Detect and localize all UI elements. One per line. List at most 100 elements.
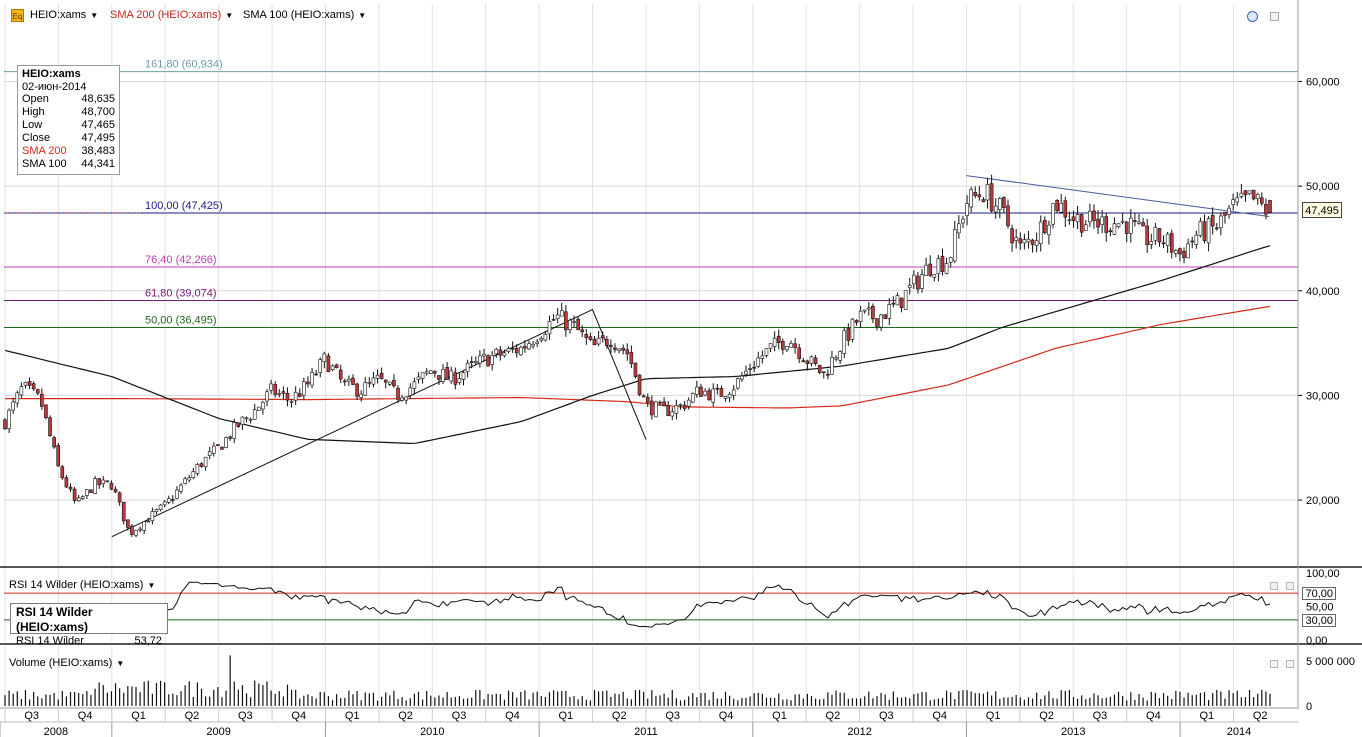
- candle-body: [551, 318, 556, 321]
- candle-body: [781, 340, 785, 350]
- candle-body: [375, 374, 380, 379]
- volume-bars: [4, 655, 1271, 706]
- quarter-label: Q4: [505, 710, 520, 722]
- candle-body: [1075, 214, 1080, 223]
- candle-body: [1112, 223, 1117, 235]
- sma100-label: SMA 100 (HEIO:xams): [243, 9, 355, 21]
- candle-body: [506, 348, 511, 352]
- year-label: 2011: [634, 726, 658, 737]
- rsi-restore-icon[interactable]: [1270, 582, 1278, 590]
- candle-body: [961, 218, 965, 224]
- candle-body: [744, 370, 748, 375]
- candle-body: [351, 377, 355, 385]
- candle-body: [883, 314, 887, 319]
- volume-panel-selector[interactable]: Volume (HEIO:xams) ▼: [9, 657, 124, 669]
- candle-body: [731, 389, 736, 396]
- data-row-sma100: SMA 100 44,341: [22, 158, 115, 170]
- candle-body: [412, 381, 417, 389]
- candle-body: [1223, 212, 1227, 216]
- candle-body: [1022, 239, 1027, 244]
- clock-icon[interactable]: [1247, 11, 1258, 22]
- candle-body: [862, 309, 867, 312]
- candle-body: [936, 258, 941, 275]
- candle-body: [543, 334, 548, 341]
- candle-body: [1194, 234, 1199, 245]
- sma100-line: [4, 245, 1271, 445]
- candle-body: [547, 321, 552, 335]
- candle-body: [723, 396, 728, 399]
- candle-body: [80, 496, 85, 499]
- candle-body: [130, 525, 134, 535]
- volume-restore-icon[interactable]: [1270, 660, 1278, 668]
- candle-body: [854, 320, 859, 323]
- candle-body: [76, 497, 81, 502]
- rsi-close-icon[interactable]: [1286, 582, 1294, 590]
- maximize-icon[interactable]: [1270, 12, 1279, 21]
- y-tick-label: 50,000: [1306, 181, 1340, 193]
- candle-body: [19, 386, 24, 396]
- candle-body: [396, 387, 400, 400]
- candle-body: [265, 391, 269, 402]
- candle-body: [838, 351, 842, 361]
- candle-body: [1092, 210, 1096, 221]
- sma200-selector[interactable]: SMA 200 (HEIO:xams) ▼: [110, 9, 233, 21]
- candle-body: [674, 405, 679, 414]
- equity-icon[interactable]: Eq: [11, 9, 24, 22]
- candle-body: [924, 264, 928, 276]
- candle-body: [1104, 216, 1109, 233]
- symbol-selector[interactable]: HEIO:xams ▼: [30, 9, 98, 21]
- quarter-label: Q1: [772, 710, 787, 722]
- candle-body: [146, 520, 151, 523]
- quarter-label: Q3: [879, 710, 894, 722]
- candle-body: [1137, 221, 1141, 224]
- candle-body: [613, 347, 617, 350]
- volume-close-icon[interactable]: [1286, 660, 1294, 668]
- symbol-label: HEIO:xams: [30, 9, 87, 21]
- quarter-label: Q4: [932, 710, 947, 722]
- quarter-label: Q4: [1146, 710, 1161, 722]
- candle-body: [952, 229, 957, 262]
- candle-body: [289, 401, 294, 403]
- candle-body: [604, 338, 609, 346]
- candle-body: [1120, 220, 1125, 223]
- candle-body: [1157, 228, 1162, 243]
- candle-body: [240, 416, 245, 425]
- candle-body: [1247, 190, 1252, 194]
- candle-body: [379, 372, 384, 379]
- candle-body: [404, 396, 408, 401]
- data-row-sma200: SMA 200 38,483: [22, 145, 115, 157]
- candle-body: [428, 370, 433, 374]
- candle-body: [199, 463, 204, 467]
- candle-body: [461, 372, 466, 380]
- candle-body: [359, 393, 363, 398]
- candle-body: [1100, 216, 1104, 226]
- candle-body: [1059, 202, 1064, 213]
- candle-body: [109, 482, 114, 490]
- trendline: [966, 175, 1270, 217]
- candle-body: [1051, 203, 1055, 225]
- candle-body: [662, 401, 666, 407]
- candle-body: [764, 348, 769, 356]
- candle-body: [113, 488, 118, 493]
- sma100-selector[interactable]: SMA 100 (HEIO:xams) ▼: [243, 9, 366, 21]
- candle-body: [85, 489, 89, 496]
- candle-body: [826, 373, 830, 376]
- candle-body: [768, 343, 773, 349]
- rsi-panel-selector[interactable]: RSI 14 Wilder (HEIO:xams) ▼: [9, 579, 155, 591]
- rsi-panel-label: RSI 14 Wilder (HEIO:xams): [9, 579, 144, 591]
- rsi-30-tag: 30,00: [1302, 614, 1336, 627]
- candle-body: [216, 444, 220, 446]
- candle-body: [703, 390, 707, 396]
- candle-body: [15, 392, 20, 404]
- candle-body: [101, 479, 106, 484]
- candle-body: [1255, 193, 1260, 200]
- candle-body: [281, 391, 286, 394]
- candle-body: [1038, 221, 1043, 245]
- chevron-down-icon: ▼: [358, 10, 367, 20]
- candle-body: [322, 353, 327, 362]
- candle-body: [686, 399, 691, 407]
- candle-body: [727, 393, 732, 399]
- candle-body: [158, 504, 163, 510]
- candle-body: [912, 274, 916, 285]
